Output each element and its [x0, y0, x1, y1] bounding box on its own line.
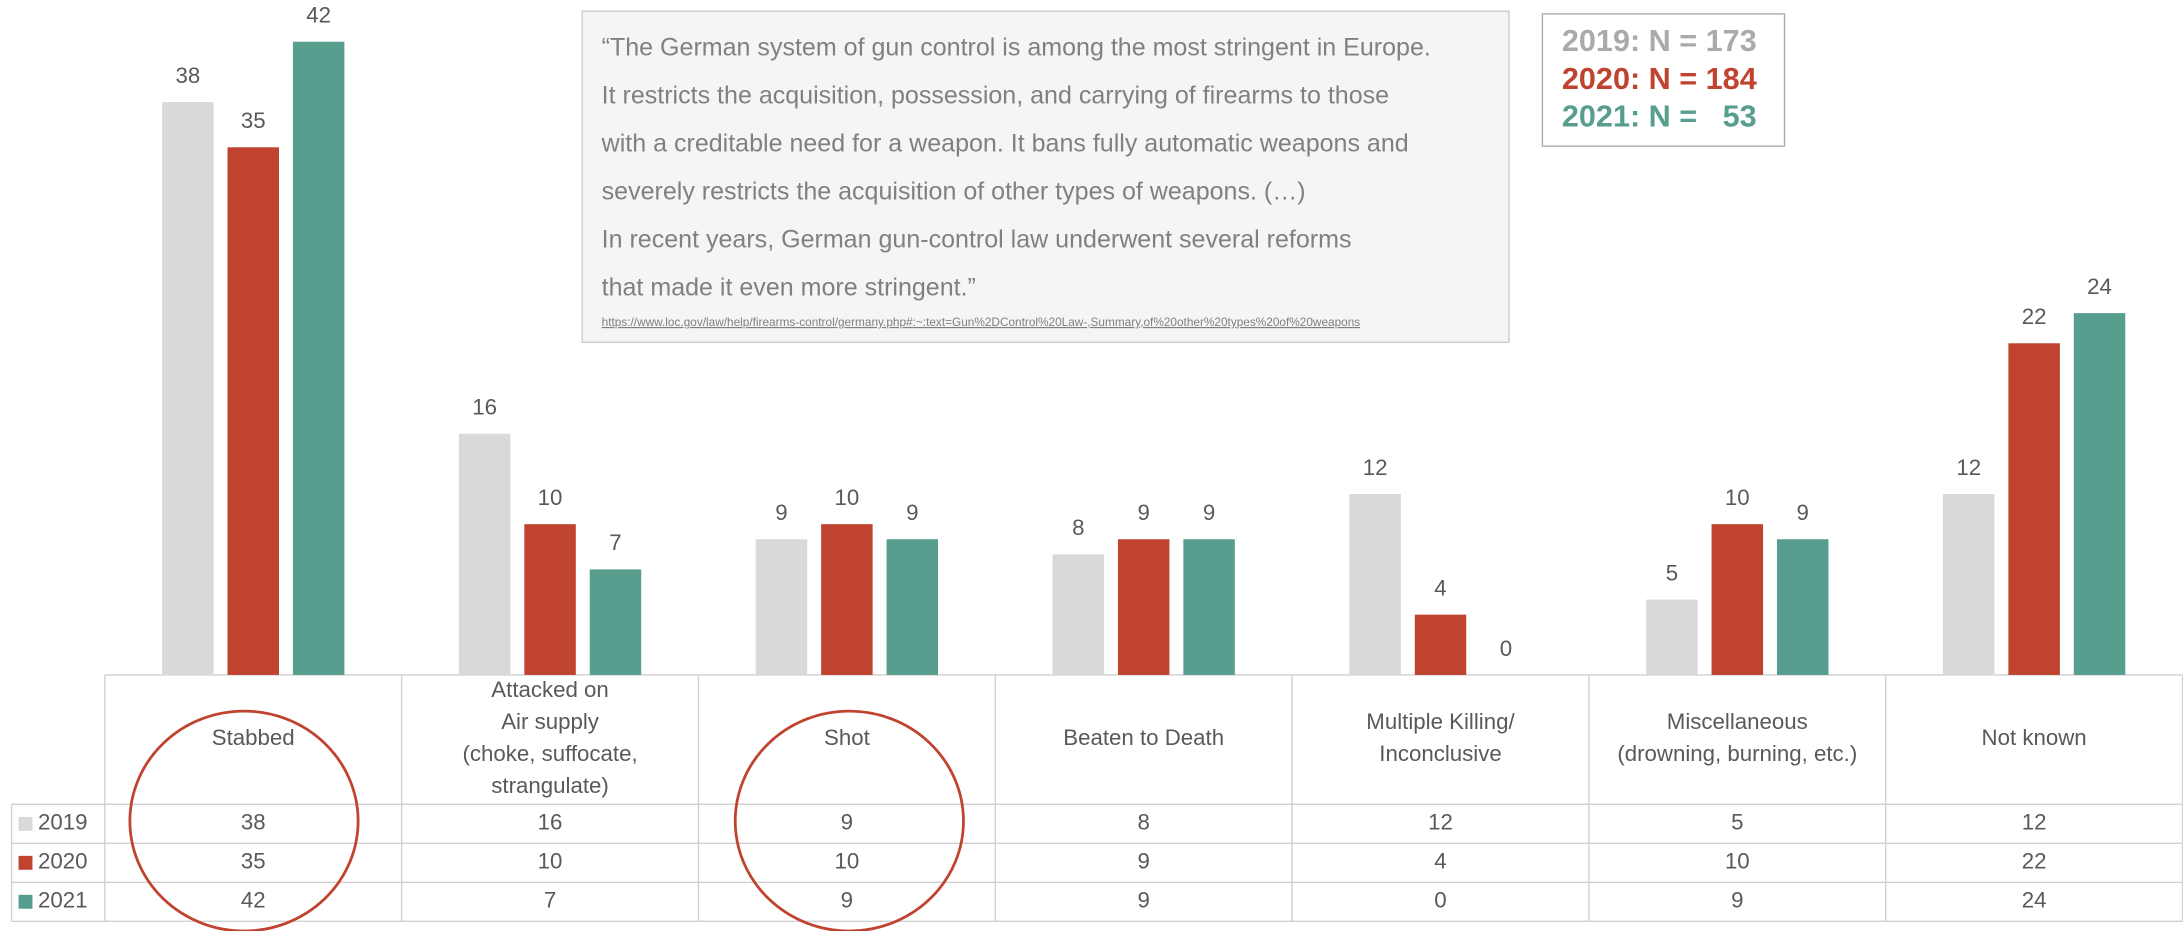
table-cell: 9 — [1731, 888, 1743, 913]
data-label: 24 — [2087, 274, 2112, 299]
data-label: 22 — [2022, 304, 2047, 329]
quote-line: It restricts the acquisition, possession… — [602, 81, 1389, 109]
bar — [886, 539, 939, 675]
table-cell: 42 — [241, 888, 266, 913]
table-cell: 12 — [2022, 810, 2047, 835]
data-label: 7 — [609, 530, 621, 555]
data-label: 10 — [834, 485, 859, 510]
table-cell: 0 — [1434, 888, 1446, 913]
data-label: 38 — [175, 63, 200, 88]
bar — [162, 102, 214, 675]
data-label: 9 — [906, 500, 918, 525]
bar — [2008, 343, 2060, 675]
data-label: 8 — [1072, 515, 1084, 540]
legend-label: 2021 — [38, 888, 87, 913]
data-label: 16 — [472, 395, 497, 420]
quote-line: “The German system of gun control is amo… — [602, 33, 1431, 61]
data-label: 10 — [538, 485, 563, 510]
table-cell: 9 — [1137, 888, 1149, 913]
bar — [227, 147, 279, 675]
category-label: Beaten to Death — [1063, 725, 1224, 750]
sample-size: 2019: N = 173 — [1562, 24, 1757, 58]
table-cell: 10 — [834, 849, 859, 874]
legend-swatch — [18, 855, 33, 870]
data-label: 4 — [1434, 575, 1446, 600]
data-label: 0 — [1500, 636, 1512, 661]
quote-line: that made it even more stringent.” — [602, 273, 976, 301]
table-cell: 16 — [538, 810, 563, 835]
table-cell: 24 — [2022, 888, 2047, 913]
bar — [1414, 614, 1467, 675]
category-label: Shot — [824, 725, 871, 750]
table-cell: 5 — [1731, 810, 1743, 835]
table-cell: 7 — [544, 888, 556, 913]
data-label: 12 — [1956, 455, 1981, 480]
table-cell: 8 — [1137, 810, 1149, 835]
data-label: 35 — [241, 108, 266, 133]
bar — [755, 539, 808, 675]
table-cell: 35 — [241, 849, 266, 874]
highlight-circle — [733, 709, 965, 931]
table-cell: 9 — [841, 888, 853, 913]
quote-line: with a creditable need for a weapon. It … — [601, 129, 1409, 157]
quote-box — [581, 10, 1510, 344]
source-link: https://www.loc.gov/law/help/firearms-co… — [602, 315, 1361, 329]
sample-size: 2021: N = 53 — [1562, 99, 1757, 133]
legend-label: 2019 — [38, 810, 87, 835]
bar — [458, 433, 511, 675]
bar — [1052, 554, 1105, 675]
bar — [1711, 524, 1764, 675]
data-label: 12 — [1363, 455, 1388, 480]
legend-swatch — [18, 816, 33, 831]
bar — [2073, 313, 2126, 675]
bar — [1183, 539, 1235, 675]
data-label: 10 — [1725, 485, 1750, 510]
quote-line: In recent years, German gun-control law … — [602, 225, 1352, 253]
table-cell: 9 — [1137, 849, 1149, 874]
data-label: 42 — [306, 3, 331, 28]
category-label: Not known — [1982, 725, 2087, 750]
data-label: 9 — [1203, 500, 1215, 525]
data-label: 9 — [775, 500, 787, 525]
bar — [1776, 539, 1829, 675]
data-label: 5 — [1666, 560, 1678, 585]
n-box — [1541, 13, 1786, 147]
table-cell: 10 — [1725, 849, 1750, 874]
table-cell: 4 — [1434, 849, 1446, 874]
legend-swatch — [18, 894, 33, 909]
bar — [821, 524, 873, 675]
data-label: 9 — [1137, 500, 1149, 525]
bar — [589, 569, 642, 675]
bar — [292, 41, 345, 675]
bar — [524, 524, 576, 675]
bar — [1646, 599, 1698, 675]
category-label: Stabbed — [212, 725, 295, 750]
sample-size: 2020: N = 184 — [1562, 62, 1757, 96]
table-cell: 9 — [841, 810, 853, 835]
content: “The German system of gun control is amo… — [10, 3, 2183, 922]
bar — [1117, 539, 1170, 675]
category-label: Miscellaneous (drowning, burning, etc.) — [1617, 709, 1857, 766]
bar — [1942, 494, 1995, 675]
category-label: Attacked on Air supply (choke, suffocate, s… — [462, 677, 637, 798]
data-label: 9 — [1797, 500, 1809, 525]
quote-line: severely restricts the acquisition of ot… — [602, 177, 1306, 205]
bar — [1349, 494, 1401, 675]
table-cell: 22 — [2022, 849, 2047, 874]
table-cell: 38 — [241, 810, 266, 835]
table-cell: 10 — [538, 849, 563, 874]
legend-label: 2020 — [38, 849, 87, 874]
highlight-circle — [128, 709, 360, 931]
category-label: Multiple Killing/Inconclusive — [1366, 709, 1515, 766]
table-cell: 12 — [1428, 810, 1453, 835]
